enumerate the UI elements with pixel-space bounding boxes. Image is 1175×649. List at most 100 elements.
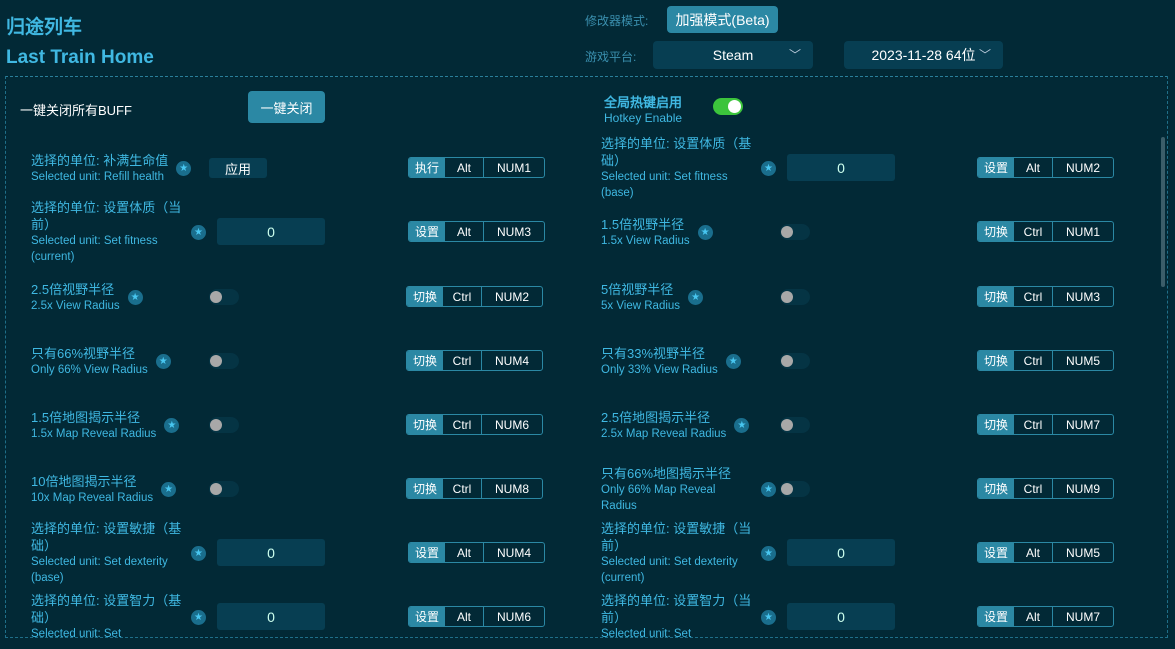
star-icon[interactable]: ★ (127, 289, 143, 305)
hotkey-modifier[interactable]: Alt (445, 222, 484, 241)
mode-button[interactable]: 加强模式(Beta) (667, 6, 778, 33)
hotkey-key[interactable]: NUM8 (494, 481, 529, 496)
hotkey-modifier[interactable]: Alt (1014, 543, 1053, 562)
hotkey-key[interactable]: NUM5 (1065, 353, 1100, 368)
scrollbar[interactable] (1161, 137, 1165, 287)
hotkey-action[interactable]: 切换 (407, 479, 443, 498)
star-icon[interactable]: ★ (191, 224, 206, 240)
star-icon[interactable]: ★ (191, 545, 206, 561)
hotkey-binding[interactable]: 切换 Ctrl NUM1 (977, 221, 1114, 242)
kill-all-button[interactable]: 一键关闭 (248, 91, 325, 123)
hotkey-modifier[interactable]: Ctrl (1014, 287, 1053, 306)
star-icon[interactable]: ★ (161, 481, 177, 497)
star-icon[interactable]: ★ (191, 609, 206, 625)
hotkey-key[interactable]: NUM7 (1065, 609, 1100, 624)
hotkey-action[interactable]: 执行 (409, 158, 445, 177)
hotkey-binding[interactable]: 切换 Ctrl NUM9 (977, 478, 1114, 499)
hotkey-action[interactable]: 切换 (978, 479, 1014, 498)
feature-toggle[interactable] (780, 353, 810, 369)
hotkey-binding[interactable]: 执行 Alt NUM1 (408, 157, 545, 178)
apply-button[interactable]: 应用 (209, 158, 267, 178)
hotkey-action[interactable]: 切换 (978, 287, 1014, 306)
hotkey-key[interactable]: NUM4 (494, 353, 529, 368)
hotkey-action[interactable]: 切换 (407, 351, 443, 370)
hotkey-binding[interactable]: 切换 Ctrl NUM5 (977, 350, 1114, 371)
hotkey-action[interactable]: 设置 (409, 543, 445, 562)
hotkey-modifier[interactable]: Ctrl (443, 415, 482, 434)
hotkey-modifier[interactable]: Ctrl (1014, 351, 1053, 370)
hotkey-modifier[interactable]: Ctrl (443, 479, 482, 498)
hotkey-modifier[interactable]: Ctrl (1014, 479, 1053, 498)
hotkey-binding[interactable]: 切换 Ctrl NUM2 (406, 286, 543, 307)
hotkey-modifier[interactable]: Alt (1014, 158, 1053, 177)
hotkey-action[interactable]: 切换 (978, 222, 1014, 241)
feature-toggle[interactable] (780, 417, 810, 433)
feature-toggle[interactable] (209, 289, 239, 305)
hotkey-binding[interactable]: 切换 Ctrl NUM6 (406, 414, 543, 435)
hotkey-modifier[interactable]: Alt (1014, 607, 1053, 626)
hotkey-modifier[interactable]: Alt (445, 158, 484, 177)
hotkey-binding[interactable]: 设置 Alt NUM4 (408, 542, 545, 563)
feature-toggle[interactable] (209, 353, 239, 369)
value-input[interactable]: 0 (217, 218, 325, 245)
hotkey-binding[interactable]: 设置 Alt NUM5 (977, 542, 1114, 563)
hotkey-key[interactable]: NUM9 (1065, 481, 1100, 496)
hotkey-modifier[interactable]: Alt (445, 607, 484, 626)
star-icon[interactable]: ★ (761, 609, 776, 625)
hotkey-action[interactable]: 设置 (978, 543, 1014, 562)
hotkey-modifier[interactable]: Ctrl (1014, 222, 1053, 241)
hotkey-binding[interactable]: 切换 Ctrl NUM4 (406, 350, 543, 371)
hotkey-key[interactable]: NUM3 (1065, 289, 1100, 304)
feature-toggle[interactable] (209, 417, 239, 433)
hotkey-key[interactable]: NUM3 (496, 224, 531, 239)
hotkey-modifier[interactable]: Alt (445, 543, 484, 562)
feature-toggle[interactable] (780, 289, 810, 305)
star-icon[interactable]: ★ (761, 160, 776, 176)
star-icon[interactable]: ★ (176, 160, 192, 176)
hotkey-action[interactable]: 切换 (978, 351, 1014, 370)
hotkey-key[interactable]: NUM2 (1065, 160, 1100, 175)
hotkey-binding[interactable]: 设置 Alt NUM2 (977, 157, 1114, 178)
platform-select[interactable]: Steam ﹀ (653, 41, 813, 69)
hotkey-binding[interactable]: 设置 Alt NUM3 (408, 221, 545, 242)
star-icon[interactable]: ★ (734, 417, 750, 433)
value-input[interactable]: 0 (217, 539, 325, 566)
hotkey-key[interactable]: NUM1 (1065, 224, 1100, 239)
value-input[interactable]: 0 (217, 603, 325, 630)
star-icon[interactable]: ★ (725, 353, 741, 369)
star-icon[interactable]: ★ (155, 353, 171, 369)
hotkey-action[interactable]: 设置 (409, 222, 445, 241)
hotkey-binding[interactable]: 设置 Alt NUM6 (408, 606, 545, 627)
hotkey-action[interactable]: 切换 (978, 415, 1014, 434)
hotkey-key[interactable]: NUM4 (496, 545, 531, 560)
hotkey-action[interactable]: 设置 (409, 607, 445, 626)
hotkey-binding[interactable]: 切换 Ctrl NUM8 (406, 478, 543, 499)
hotkey-binding[interactable]: 切换 Ctrl NUM3 (977, 286, 1114, 307)
hotkey-key[interactable]: NUM7 (1065, 417, 1100, 432)
hotkey-action[interactable]: 设置 (978, 158, 1014, 177)
feature-toggle[interactable] (209, 481, 239, 497)
feature-toggle[interactable] (780, 481, 810, 497)
hotkey-action[interactable]: 切换 (407, 415, 443, 434)
hotkey-modifier[interactable]: Ctrl (443, 351, 482, 370)
star-icon[interactable]: ★ (697, 224, 713, 240)
hotkey-key[interactable]: NUM6 (494, 417, 529, 432)
star-icon[interactable]: ★ (761, 545, 776, 561)
value-input[interactable]: 0 (787, 539, 895, 566)
star-icon[interactable]: ★ (761, 481, 776, 497)
hotkey-action[interactable]: 切换 (407, 287, 443, 306)
value-input[interactable]: 0 (787, 603, 895, 630)
hotkey-enable-toggle[interactable] (713, 98, 743, 115)
hotkey-modifier[interactable]: Ctrl (443, 287, 482, 306)
value-input[interactable]: 0 (787, 154, 895, 181)
star-icon[interactable]: ★ (688, 289, 704, 305)
hotkey-modifier[interactable]: Ctrl (1014, 415, 1053, 434)
star-icon[interactable]: ★ (164, 417, 180, 433)
hotkey-binding[interactable]: 切换 Ctrl NUM7 (977, 414, 1114, 435)
hotkey-key[interactable]: NUM2 (494, 289, 529, 304)
hotkey-key[interactable]: NUM6 (496, 609, 531, 624)
hotkey-action[interactable]: 设置 (978, 607, 1014, 626)
hotkey-key[interactable]: NUM5 (1065, 545, 1100, 560)
hotkey-binding[interactable]: 设置 Alt NUM7 (977, 606, 1114, 627)
feature-toggle[interactable] (780, 224, 810, 240)
